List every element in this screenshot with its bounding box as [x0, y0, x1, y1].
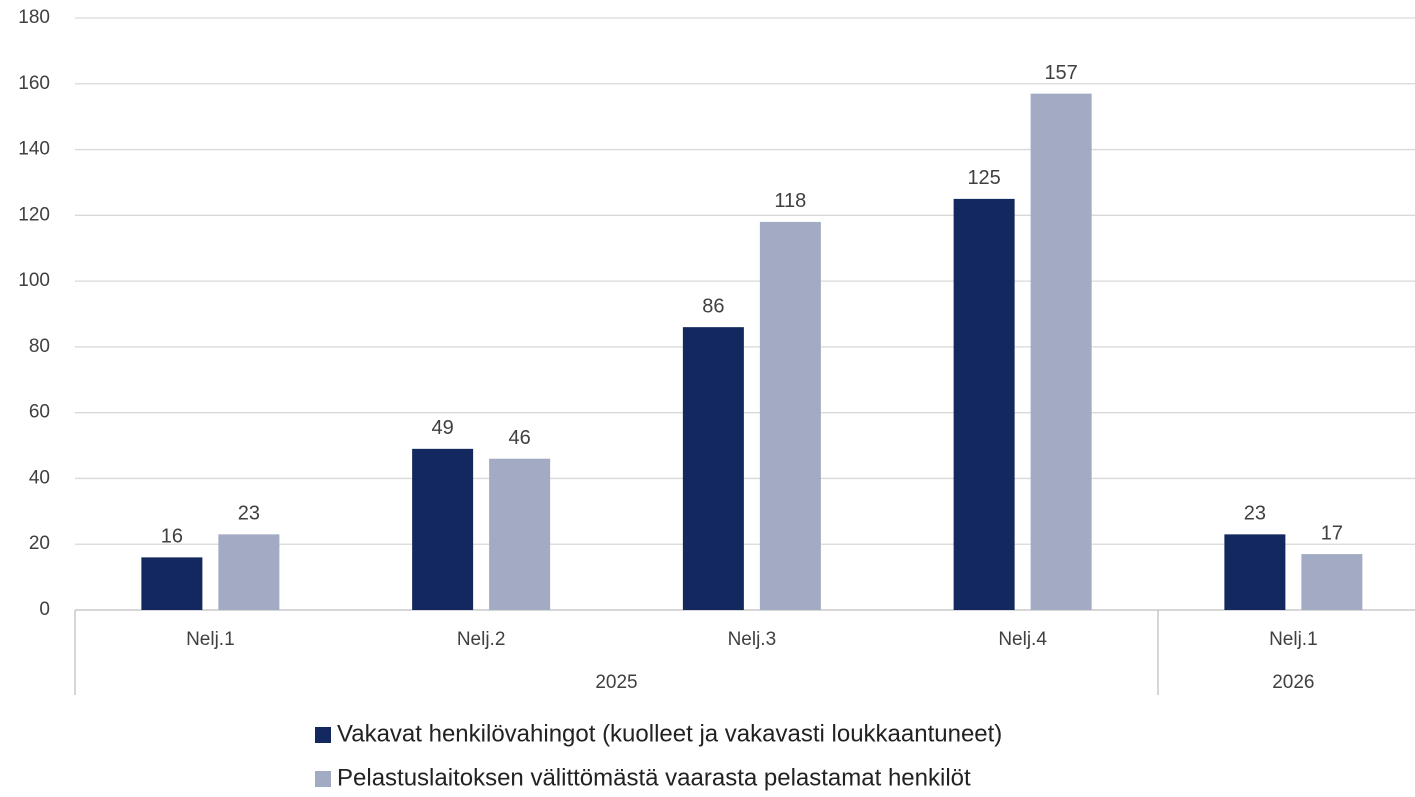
legend-swatch — [315, 771, 331, 787]
bar — [759, 221, 821, 610]
data-label: 157 — [1044, 62, 1077, 84]
y-tick-label: 20 — [29, 533, 50, 554]
bar — [218, 534, 280, 610]
x-tick-label: Nelj.2 — [457, 629, 506, 650]
bar — [141, 557, 203, 610]
data-label: 125 — [967, 167, 1000, 189]
data-label: 23 — [238, 503, 260, 525]
x-tick-label: Nelj.4 — [998, 629, 1047, 650]
y-tick-label: 120 — [18, 204, 50, 225]
bar — [412, 448, 474, 610]
bar — [489, 458, 551, 610]
bar — [682, 327, 744, 610]
data-label: 16 — [161, 526, 183, 548]
x-tick-label: Nelj.3 — [728, 629, 777, 650]
data-label: 23 — [1244, 503, 1266, 525]
data-label: 86 — [702, 295, 724, 317]
y-tick-label: 0 — [39, 599, 50, 620]
data-label: 118 — [774, 190, 806, 212]
legend-label: Vakavat henkilövahingot (kuolleet ja vak… — [337, 720, 1002, 747]
bar — [1224, 534, 1286, 610]
data-label: 46 — [509, 427, 531, 449]
y-tick-label: 80 — [29, 336, 50, 357]
y-tick-label: 140 — [18, 139, 50, 160]
group-label: 2026 — [1272, 672, 1314, 693]
legend-swatch — [315, 727, 331, 743]
y-tick-label: 60 — [29, 402, 50, 423]
data-label: 17 — [1321, 522, 1343, 544]
data-label: 49 — [432, 417, 454, 439]
bar — [1030, 93, 1092, 610]
y-tick-label: 180 — [18, 7, 50, 28]
x-tick-label: Nelj.1 — [1269, 629, 1318, 650]
x-tick-label: Nelj.1 — [186, 629, 235, 650]
bar — [1301, 554, 1363, 610]
y-tick-label: 40 — [29, 467, 50, 488]
group-label: 2025 — [595, 672, 637, 693]
legend-label: Pelastuslaitoksen välittömästä vaarasta … — [337, 764, 971, 791]
y-tick-label: 100 — [18, 270, 50, 291]
y-tick-label: 160 — [18, 73, 50, 94]
bar — [953, 198, 1015, 610]
